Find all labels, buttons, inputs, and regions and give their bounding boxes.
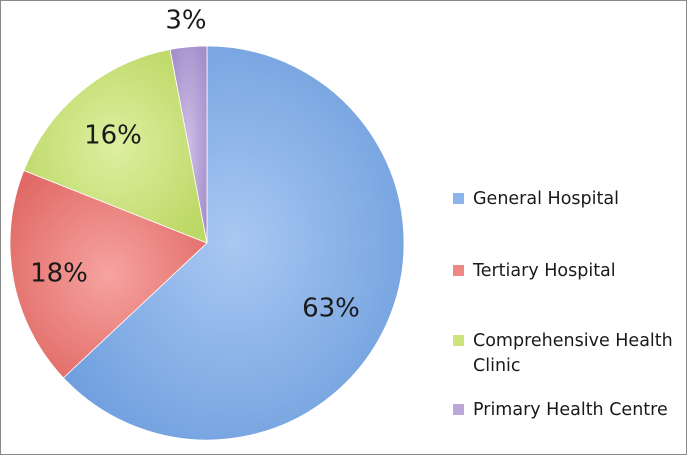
slice-tertiary-hospital [9,169,208,379]
legend-swatch [453,404,464,415]
legend-label: General Hospital [473,189,619,209]
slice-general-hospital [62,45,405,441]
legend-item-primary-health-centre: Primary Health Centre [453,398,678,423]
data-label: 63% [302,294,360,324]
legend-item-comprehensive-health-clinic: Comprehensive Health Clinic [453,329,678,379]
legend-item-tertiary-hospital: Tertiary Hospital [453,259,678,284]
slice-primary-health-centre [169,45,208,244]
legend-swatch [453,335,464,346]
legend-label: Tertiary Hospital [473,261,616,281]
data-label: 18% [30,259,88,289]
slice-comprehensive-health-clinic [23,49,208,244]
legend-swatch [453,193,464,204]
legend-swatch [453,265,464,276]
data-label: 16% [84,121,142,151]
legend-label: Comprehensive Health Clinic [473,331,673,376]
legend-item-general-hospital: General Hospital [453,187,678,212]
legend-label: Primary Health Centre [473,400,668,420]
data-label: 3% [165,6,206,36]
